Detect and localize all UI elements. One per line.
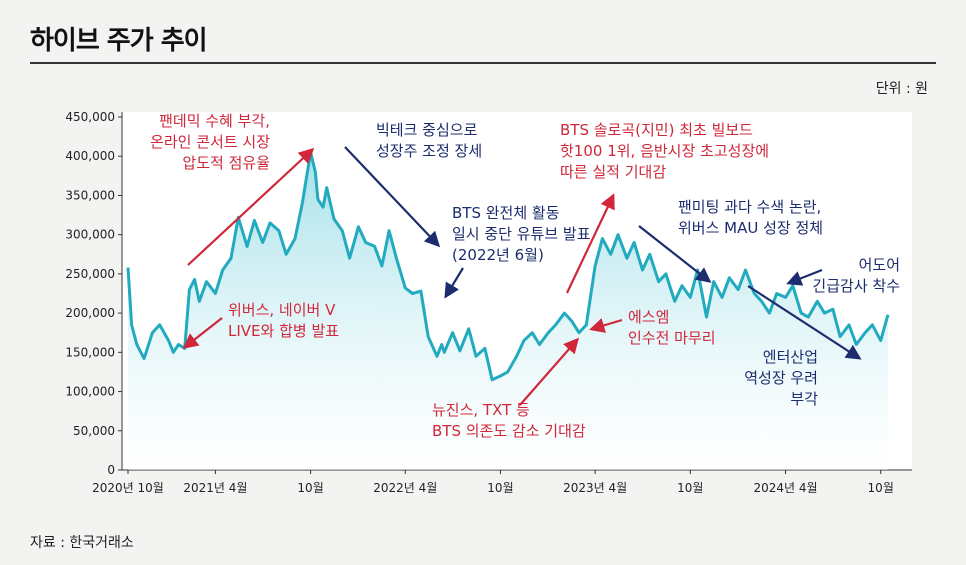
annotation-arrow	[187, 147, 315, 266]
annotation-arrow	[182, 317, 223, 349]
annotation-line: 인수전 마무리	[628, 329, 716, 347]
annotation-text: 뉴진스, TXT 등 BTS 의존도 감소 기대감	[432, 401, 586, 440]
annotation-line: 긴급감사 착수	[812, 277, 900, 295]
annotation-line: 어도어	[859, 256, 900, 274]
x-tick-label: 2021년 4월	[183, 481, 247, 495]
x-tick-label: 10월	[868, 481, 894, 495]
title-rule	[30, 62, 936, 64]
annotation-line: 온라인 콘서트 시장	[150, 133, 270, 151]
annotation-arrow	[747, 285, 862, 360]
annotation-arrow	[519, 337, 580, 406]
y-tick-label: 100,000	[65, 385, 115, 399]
annotation-line: 위버스, 네이버 V	[228, 301, 336, 319]
annotation-line: BTS 의존도 감소 기대감	[432, 422, 586, 440]
annotation-arrow	[638, 225, 712, 283]
annotation-text: 위버스, 네이버 V LIVE와 합병 발표	[228, 301, 339, 340]
annotation-arrow	[566, 193, 615, 294]
y-tick-label: 50,000	[73, 424, 115, 438]
y-tick-label: 300,000	[65, 228, 115, 242]
annotation-line: 뉴진스, TXT 등	[432, 401, 530, 419]
y-tick-label: 0	[107, 463, 115, 477]
annotation-line: 팬데믹 수혜 부각,	[159, 112, 270, 130]
x-tick-label: 2022년 4월	[373, 481, 437, 495]
x-tick-label: 2020년 10월	[92, 481, 164, 495]
annotation-arrows	[182, 146, 862, 406]
annotation-line: 위버스 MAU 성장 정체	[678, 219, 823, 237]
source-note: 자료 : 한국거래소	[30, 535, 134, 551]
annotation-line: 압도적 점유율	[182, 154, 270, 172]
y-axis: 0 50,000 100,000 150,000 200,000 250,000 300,0…	[65, 110, 123, 477]
annotation-line: 에스엠	[628, 308, 669, 326]
x-tick-label: 2024년 4월	[753, 481, 817, 495]
y-tick-label: 250,000	[65, 267, 115, 281]
annotation-line: (2022년 6월)	[452, 246, 544, 264]
annotation-line: 따른 실적 기대감	[560, 163, 666, 181]
x-tick-label: 10월	[297, 481, 323, 495]
y-tick-label: 200,000	[65, 306, 115, 320]
annotation-line: 빅테크 중심으로	[376, 121, 478, 139]
price-area-fill	[128, 152, 888, 471]
x-tick-label: 10월	[677, 481, 703, 495]
annotation-line: BTS 솔로곡(지민) 최초 빌보드	[560, 121, 753, 139]
annotation-text: 팬미팅 과다 수색 논란, 위버스 MAU 성장 정체	[678, 198, 823, 237]
annotation-line: 역성장 우려	[744, 369, 818, 387]
y-tick-label: 450,000	[65, 110, 115, 124]
annotation-line: 엔터산업	[763, 348, 818, 366]
x-axis: 2020년 10월 2021년 4월 10월 2022년 4월 10월 2023년 4월 1…	[92, 469, 912, 495]
annotation-line: 일시 중단 유튜브 발표	[452, 225, 591, 243]
annotation-line: LIVE와 합병 발표	[228, 322, 339, 340]
annotation-line: BTS 완전체 활동	[452, 204, 560, 222]
x-tick-label: 10월	[487, 481, 513, 495]
unit-label: 단위 : 원	[875, 81, 928, 97]
y-tick-label: 400,000	[65, 149, 115, 163]
annotation-arrow	[589, 318, 623, 333]
annotation-arrow	[344, 146, 441, 248]
page-title: 하이브 주가 추이	[30, 26, 208, 56]
annotation-arrow	[786, 268, 823, 286]
y-tick-label: 150,000	[65, 345, 115, 359]
annotation-line: 부각	[790, 390, 818, 408]
annotation-line: 팬미팅 과다 수색 논란,	[678, 198, 821, 216]
annotation-arrow	[444, 267, 464, 299]
annotation-line: 성장주 조정 장세	[376, 142, 482, 160]
y-tick-label: 350,000	[65, 188, 115, 202]
x-tick-label: 2023년 4월	[563, 481, 627, 495]
annotation-line: 핫100 1위, 음반시장 초고성장에	[560, 142, 769, 160]
